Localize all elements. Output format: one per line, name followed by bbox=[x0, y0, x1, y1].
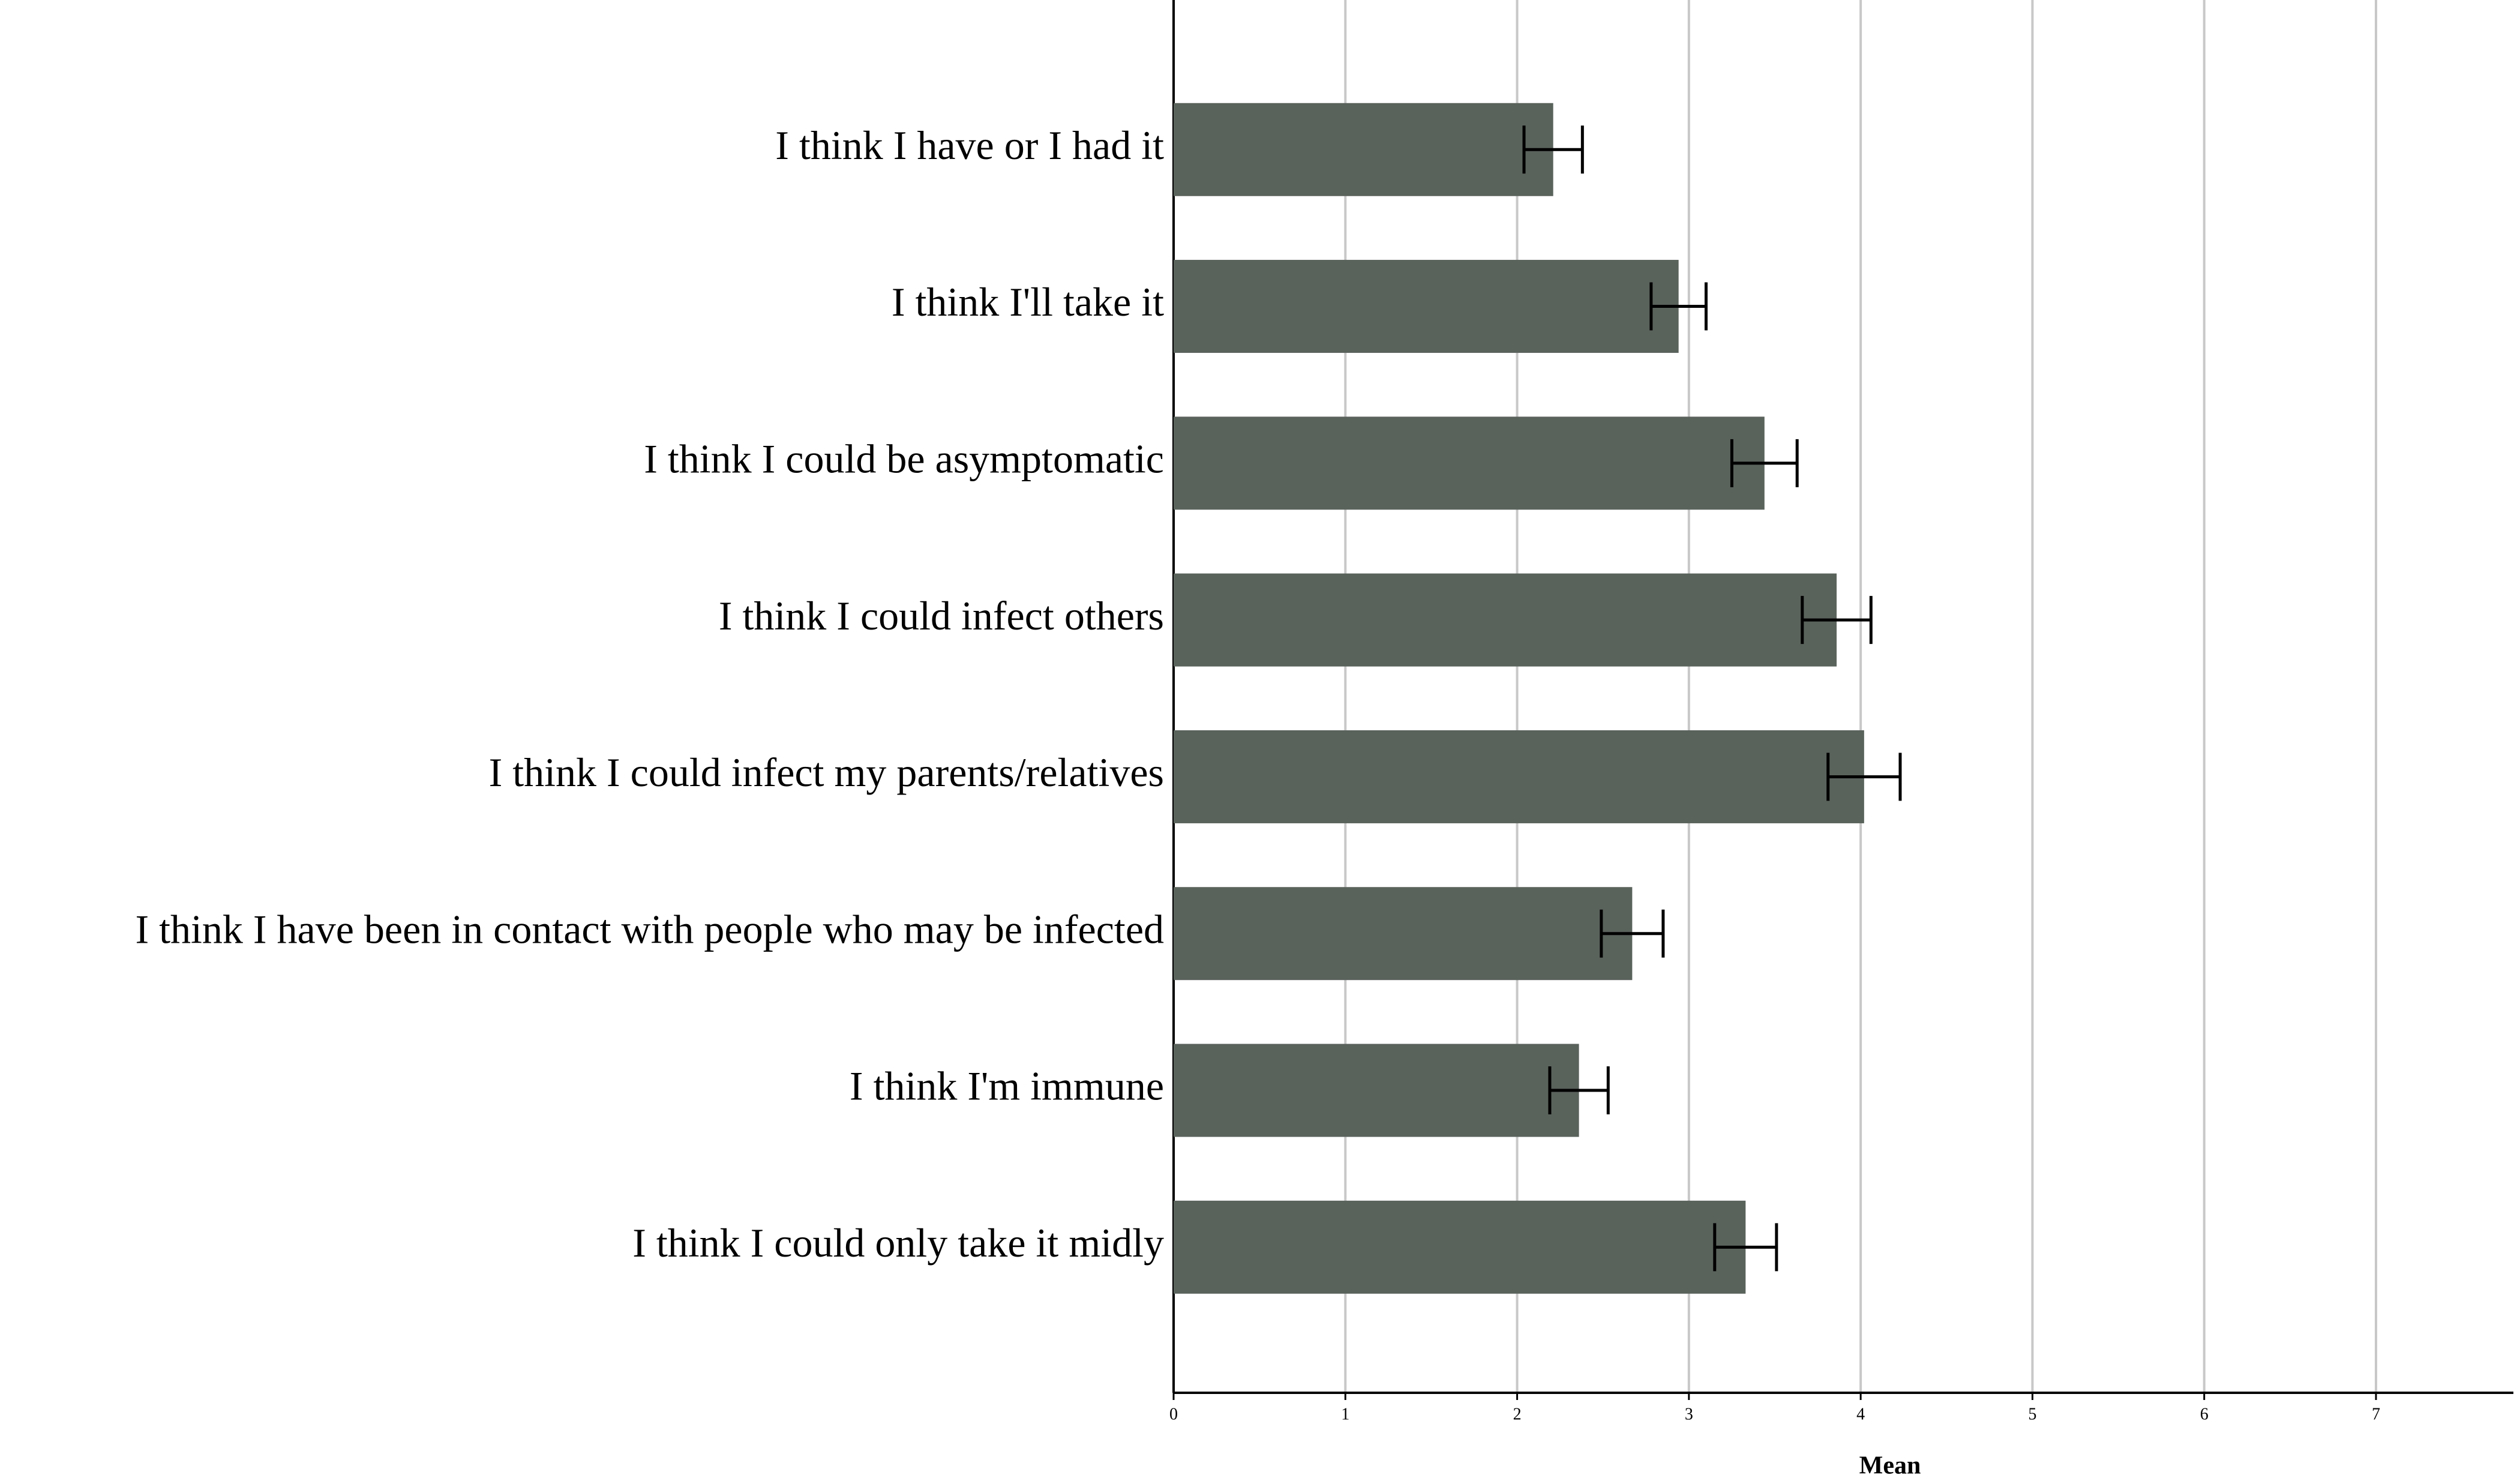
bar bbox=[1174, 887, 1633, 981]
y-tick-label: I think I'm immune bbox=[850, 1063, 1164, 1109]
bar bbox=[1174, 573, 1837, 667]
error-bar bbox=[1548, 1066, 1610, 1115]
y-tick-label: I think I could infect others bbox=[719, 593, 1164, 638]
bar bbox=[1174, 1200, 1746, 1294]
x-tick-label: 4 bbox=[1856, 1405, 1865, 1423]
bar bbox=[1174, 730, 1864, 823]
error-bar bbox=[1600, 909, 1665, 958]
bar bbox=[1174, 260, 1679, 353]
x-tick-label: 5 bbox=[2028, 1405, 2036, 1423]
x-tick-label: 0 bbox=[1169, 1405, 1178, 1423]
bar bbox=[1174, 103, 1553, 196]
y-tick-label: I think I could only take it midly bbox=[632, 1220, 1164, 1266]
error-bar bbox=[1522, 125, 1584, 174]
x-tick-label: 3 bbox=[1685, 1405, 1693, 1423]
bar bbox=[1174, 416, 1765, 510]
x-tick-label: 7 bbox=[2372, 1405, 2380, 1423]
error-bar bbox=[1649, 282, 1708, 331]
y-tick-label: I think I have or I had it bbox=[775, 122, 1164, 168]
error-bar bbox=[1730, 439, 1799, 487]
bar bbox=[1174, 1044, 1579, 1137]
error-bar bbox=[1826, 753, 1902, 801]
error-bar bbox=[1801, 596, 1873, 644]
x-tick-label: 2 bbox=[1513, 1405, 1522, 1423]
x-tick-label: 1 bbox=[1341, 1405, 1349, 1423]
x-axis-title: Mean bbox=[1859, 1452, 1921, 1480]
error-bar bbox=[1713, 1223, 1778, 1272]
y-tick-label: I think I could infect my parents/relati… bbox=[489, 750, 1164, 795]
y-tick-label: I think I could be asymptomatic bbox=[644, 436, 1164, 481]
y-tick-label: I think I have been in contact with peop… bbox=[135, 906, 1164, 952]
y-tick-label: I think I'll take it bbox=[892, 279, 1164, 325]
x-tick-label: 6 bbox=[2200, 1405, 2209, 1423]
